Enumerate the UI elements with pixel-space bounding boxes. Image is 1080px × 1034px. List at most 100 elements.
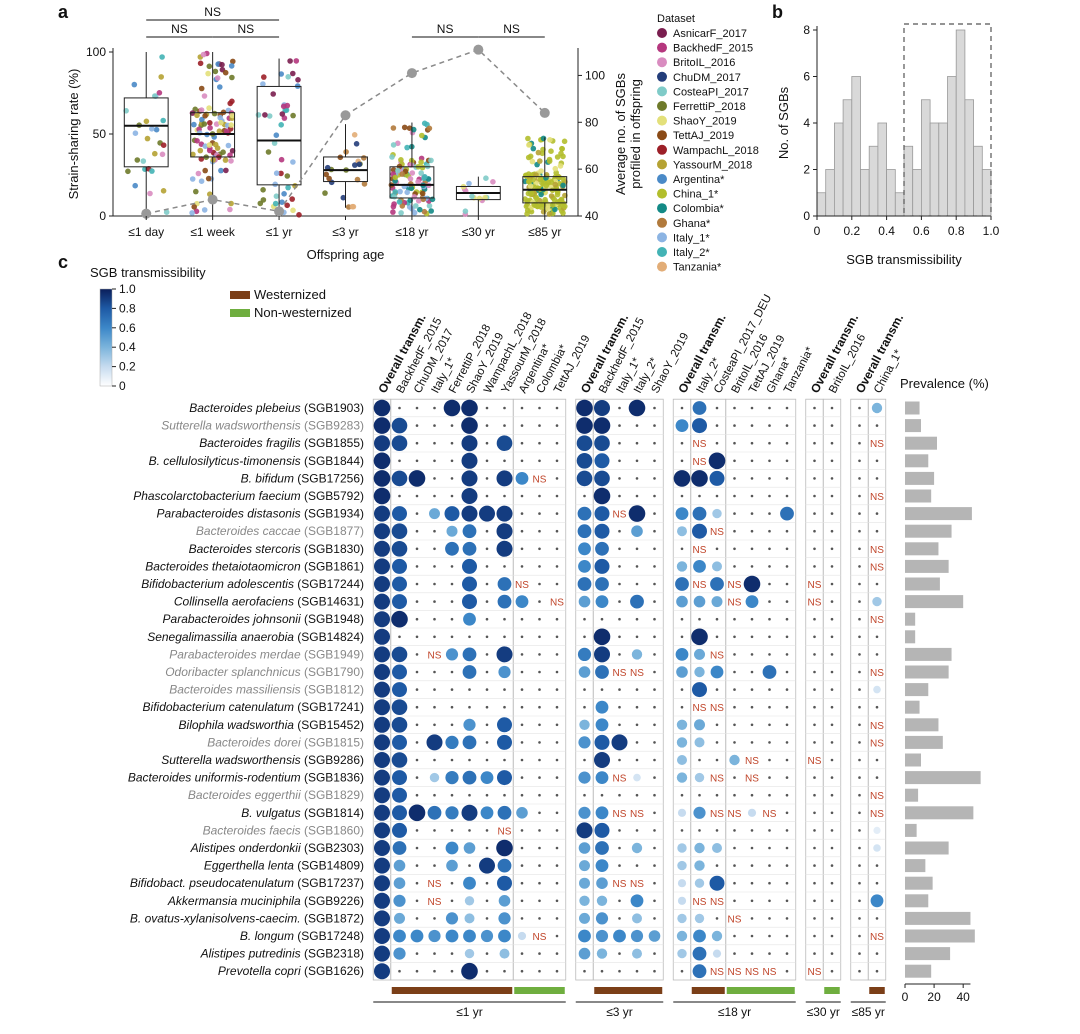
c-transmissibility-dot — [631, 649, 643, 660]
c-prevalence-bar — [905, 788, 919, 802]
a-data-point — [229, 148, 236, 154]
a-xtick-label: ≤18 yr — [395, 225, 428, 239]
c-transmissibility-dot — [873, 685, 881, 694]
a-data-point — [560, 182, 566, 189]
a-sgb-count-point — [406, 68, 417, 79]
c-empty-cell-dot — [503, 705, 506, 709]
a-ns-label: NS — [503, 22, 520, 36]
c-species-name: Odoribacter splanchnicus — [165, 665, 300, 679]
c-empty-cell-dot — [858, 547, 861, 551]
a-data-point — [261, 74, 267, 80]
c-empty-cell-dot — [768, 547, 771, 551]
c-empty-cell-dot — [485, 846, 489, 850]
b-xtick-label: 0.2 — [843, 224, 860, 238]
a-data-point — [218, 167, 224, 174]
c-empty-cell-dot — [858, 582, 861, 586]
c-empty-cell-dot — [733, 617, 736, 621]
c-empty-cell-dot — [768, 653, 771, 656]
c-species-sgb: (SGB1829) — [301, 788, 364, 802]
c-empty-cell-dot — [858, 494, 861, 498]
c-empty-cell-dot — [813, 477, 816, 480]
b-hist-bar — [981, 169, 992, 217]
c-empty-cell-dot — [830, 952, 834, 955]
c-transmissibility-dot — [691, 628, 708, 646]
c-ns-cell: NS — [870, 738, 884, 749]
c-empty-cell-dot — [733, 793, 736, 797]
c-species-label: Senegalimassilia anaerobia (SGB14824) — [147, 630, 364, 644]
c-empty-cell-dot — [538, 441, 541, 445]
c-empty-cell-dot — [875, 459, 879, 463]
c-empty-cell-dot — [785, 441, 789, 445]
c-transmissibility-dot — [579, 860, 590, 872]
a-data-point — [149, 126, 155, 132]
c-empty-cell-dot — [485, 406, 489, 410]
c-prevalence-bar — [905, 524, 952, 538]
c-transmissibility-dot — [691, 470, 708, 487]
c-prevalence-bar — [905, 806, 974, 820]
c-empty-cell-dot — [715, 424, 719, 427]
a-data-point — [160, 188, 167, 194]
c-empty-cell-dot — [450, 793, 454, 797]
c-ns-cell: NS — [710, 897, 724, 908]
c-empty-cell-dot — [538, 811, 541, 815]
c-ns-cell: NS — [745, 967, 759, 978]
c-empty-cell-dot — [485, 952, 489, 955]
c-empty-cell-dot — [450, 582, 454, 586]
a-data-point — [266, 113, 273, 119]
c-species-sgb: (SGB2318) — [301, 947, 364, 961]
b-xlabel: SGB transmissibility — [846, 252, 962, 267]
c-prevalence-tick-label: 40 — [957, 990, 971, 1004]
a-data-point — [537, 158, 543, 164]
c-empty-cell-dot — [813, 864, 816, 867]
c-empty-cell-dot — [768, 741, 771, 744]
c-ns-cell: NS — [808, 756, 822, 767]
c-ns-cell: NS — [710, 703, 724, 714]
c-empty-cell-dot — [433, 917, 436, 920]
c-empty-cell-dot — [733, 846, 736, 850]
c-empty-cell-dot — [653, 494, 656, 498]
c-empty-cell-dot — [433, 529, 436, 533]
c-transmissibility-dot — [745, 595, 759, 608]
c-transmissibility-dot — [579, 912, 590, 924]
c-ns-cell: NS — [870, 668, 884, 679]
c-species-sgb: (SGB14631) — [294, 595, 364, 609]
c-empty-cell-dot — [485, 688, 489, 691]
c-ns-cell: NS — [630, 668, 644, 679]
a-data-point — [134, 157, 141, 163]
c-empty-cell-dot — [520, 565, 524, 568]
c-ns-cell: NS — [728, 914, 742, 925]
a-data-point — [395, 167, 401, 174]
c-transmissibility-dot — [374, 576, 390, 592]
c-transmissibility-dot — [461, 435, 478, 452]
c-empty-cell-dot — [768, 600, 771, 603]
a-data-point — [426, 125, 433, 132]
a-ns-label: NS — [204, 5, 221, 19]
c-transmissibility-dot — [480, 929, 494, 943]
c-empty-cell-dot — [653, 793, 656, 797]
c-empty-cell-dot — [750, 547, 754, 551]
c-empty-cell-dot — [618, 529, 621, 533]
c-transmissibility-dot — [374, 787, 390, 804]
a-data-point — [143, 118, 150, 125]
b-hist-bar — [868, 145, 879, 217]
c-colorbar-title: SGB transmissibility — [90, 265, 206, 280]
c-transmissibility-dot — [708, 452, 726, 470]
c-empty-cell-dot — [768, 424, 771, 427]
c-empty-cell-dot — [503, 635, 506, 639]
c-empty-cell-dot — [618, 793, 621, 797]
c-species-label: Bacteroides uniformis-rodentium (SGB1836… — [128, 771, 364, 785]
c-transmissibility-dot — [675, 507, 689, 520]
c-empty-cell-dot — [555, 406, 559, 410]
c-transmissibility-dot — [374, 945, 390, 962]
c-empty-cell-dot — [875, 705, 879, 709]
c-empty-cell-dot — [485, 494, 489, 498]
c-species-sgb: (SGB1855) — [301, 436, 364, 450]
c-ns-cell: NS — [693, 897, 707, 908]
a-data-point — [295, 77, 301, 83]
c-empty-cell-dot — [830, 758, 834, 762]
c-transmissibility-dot — [578, 666, 591, 678]
c-empty-cell-dot — [813, 741, 816, 744]
c-empty-cell-dot — [415, 600, 419, 603]
c-empty-cell-dot — [520, 512, 524, 515]
c-empty-cell-dot — [768, 881, 771, 885]
